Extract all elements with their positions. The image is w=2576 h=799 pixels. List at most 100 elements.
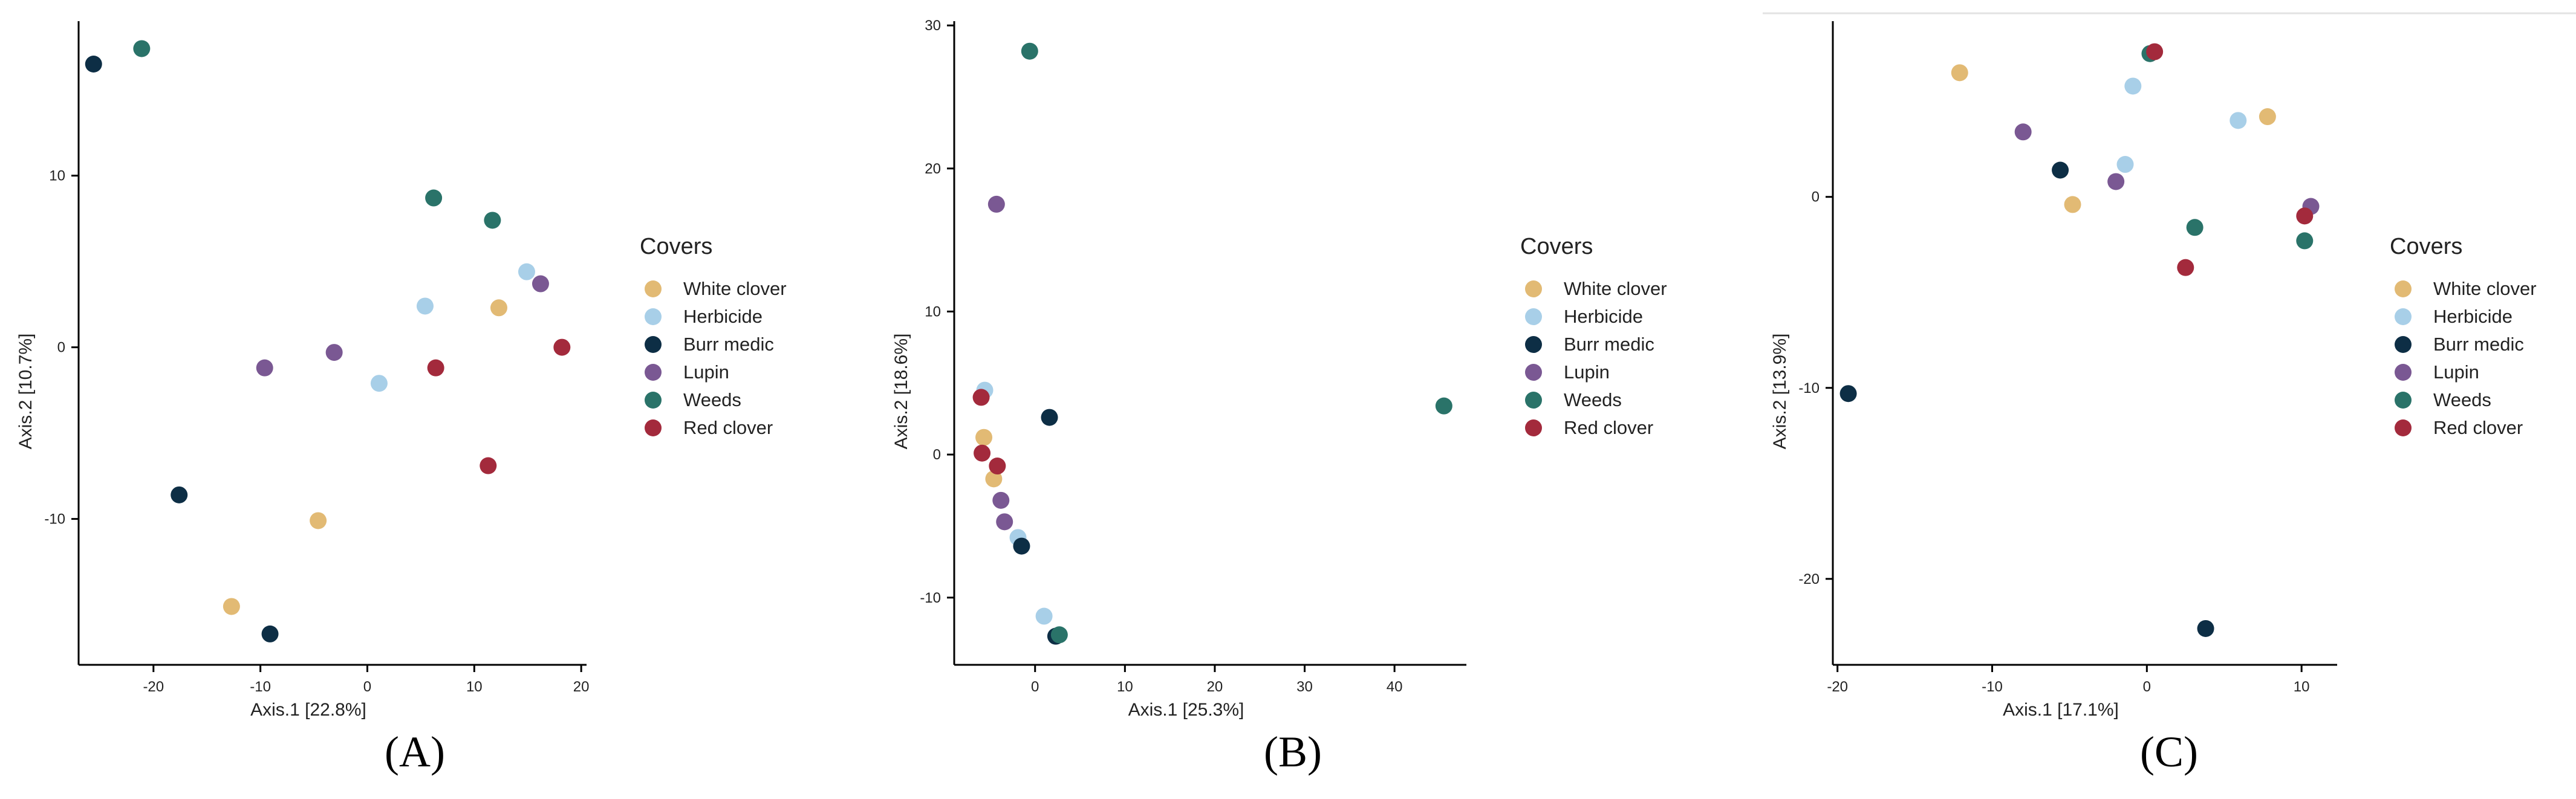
y-tick-label: 30 <box>925 18 941 34</box>
legend-label-weeds: Weeds <box>2433 389 2491 410</box>
point-white-clover <box>975 429 993 446</box>
legend-marker-weeds <box>2395 392 2412 409</box>
point-weeds <box>1435 397 1452 415</box>
point-herbicide <box>1035 607 1053 625</box>
point-burr-medic <box>85 56 102 73</box>
legend-marker-red-clover <box>2395 419 2412 436</box>
point-lupin <box>992 491 1010 509</box>
point-burr-medic <box>171 486 188 503</box>
panel-label: (C) <box>2140 728 2198 776</box>
point-red-clover <box>427 359 444 377</box>
legend-title: Covers <box>640 234 712 259</box>
point-weeds <box>2296 232 2314 250</box>
point-white-clover <box>985 470 1003 488</box>
point-lupin <box>325 344 343 361</box>
y-tick-label: 0 <box>57 340 65 356</box>
x-axis-label: Axis.1 [25.3%] <box>1128 700 1244 720</box>
y-tick-label: 10 <box>49 168 65 184</box>
point-weeds <box>1021 42 1038 60</box>
y-tick-label: -10 <box>1798 380 1820 396</box>
legend-label-white-clover: White clover <box>1564 278 1667 299</box>
point-red-clover <box>989 458 1006 475</box>
legend-label-weeds: Weeds <box>683 389 741 410</box>
legend-label-burr-medic: Burr medic <box>1564 334 1654 355</box>
chart-panel-2: 0 10 20 30 40 -10 0 10 20 30 Axis.1 [25.3%] Axis.2 … <box>891 18 1667 776</box>
legend-marker-burr-medic <box>645 336 662 353</box>
y-axis-label: Axis.2 [18.6%] <box>891 334 911 450</box>
point-red-clover <box>972 389 990 406</box>
point-white-clover <box>223 598 240 615</box>
point-white-clover <box>490 299 507 317</box>
x-tick-label: -20 <box>143 679 164 695</box>
legend-label-burr-medic: Burr medic <box>2433 334 2524 355</box>
legend-marker-weeds <box>645 392 662 409</box>
legend-label-lupin: Lupin <box>1564 361 1610 383</box>
legend-marker-weeds <box>1525 392 1542 409</box>
legend-marker-burr-medic <box>2395 336 2412 353</box>
point-lupin <box>532 275 549 293</box>
x-tick-label: 0 <box>2143 679 2151 695</box>
legend-label-red-clover: Red clover <box>2433 417 2523 438</box>
legend-label-lupin: Lupin <box>2433 361 2479 383</box>
point-lupin <box>996 513 1013 531</box>
x-tick-label: 10 <box>2294 679 2310 695</box>
legend-marker-white-clover <box>1525 280 1542 297</box>
x-axis-label: Axis.1 [17.1%] <box>2003 700 2119 720</box>
point-white-clover <box>2259 108 2276 126</box>
legend-label-burr-medic: Burr medic <box>683 334 774 355</box>
panel-label: (B) <box>1264 728 1322 776</box>
point-herbicide <box>2230 112 2247 129</box>
x-tick-label: 20 <box>573 679 590 695</box>
legend-label-white-clover: White clover <box>2433 278 2537 299</box>
legend-marker-lupin <box>1525 364 1542 381</box>
point-red-clover <box>2296 207 2314 225</box>
point-herbicide <box>2116 156 2134 173</box>
x-tick-label: 20 <box>1207 679 1223 695</box>
y-tick-label: 0 <box>1812 189 1820 205</box>
point-lupin <box>987 195 1005 213</box>
legend-label-weeds: Weeds <box>1564 389 1622 410</box>
point-red-clover <box>974 444 991 462</box>
legend-label-herbicide: Herbicide <box>683 306 763 327</box>
point-red-clover <box>2146 43 2164 60</box>
point-burr-medic <box>261 625 279 642</box>
point-lupin <box>2107 173 2125 190</box>
y-tick-label: 0 <box>933 447 941 463</box>
y-tick-label: -10 <box>44 511 65 528</box>
chart-panel-1: -20 -10 0 10 20 -10 0 10 Axis.1 [22.8%] Axis.2 [1… <box>16 21 787 776</box>
x-tick-label: -10 <box>1982 679 2003 695</box>
legend-label-herbicide: Herbicide <box>2433 306 2513 327</box>
point-burr-medic <box>2197 619 2214 637</box>
legend-marker-herbicide <box>1525 308 1542 325</box>
legend-marker-burr-medic <box>1525 336 1542 353</box>
point-weeds <box>484 212 501 229</box>
x-tick-label: 0 <box>363 679 371 695</box>
chart-panel-3: -20 -10 0 10 -20 -10 0 Axis.1 [17.1%] Axis.2 [13… <box>1770 21 2537 776</box>
point-red-clover <box>480 457 497 474</box>
y-axis-label: Axis.2 [10.7%] <box>16 334 36 450</box>
y-tick-label: 10 <box>925 303 941 320</box>
point-white-clover <box>1951 64 1968 82</box>
point-lupin <box>2014 123 2032 141</box>
x-tick-label: 10 <box>466 679 483 695</box>
legend-title: Covers <box>1520 234 1593 259</box>
point-burr-medic <box>1041 409 1058 426</box>
legend-label-white-clover: White clover <box>683 278 787 299</box>
x-tick-label: -20 <box>1827 679 1848 695</box>
legend-label-herbicide: Herbicide <box>1564 306 1643 327</box>
x-tick-label: 0 <box>1031 679 1039 695</box>
legend-label-red-clover: Red clover <box>1564 417 1653 438</box>
point-weeds <box>1050 626 1068 644</box>
y-tick-label: -10 <box>920 590 941 606</box>
y-tick-label: 20 <box>925 161 941 177</box>
point-red-clover <box>2177 259 2194 276</box>
legend-marker-red-clover <box>645 419 662 436</box>
point-lupin <box>256 359 273 377</box>
point-weeds <box>2186 219 2204 236</box>
x-tick-label: -10 <box>250 679 271 695</box>
y-tick-label: -20 <box>1798 571 1820 587</box>
panel-label: (A) <box>385 728 445 776</box>
point-weeds <box>133 40 151 57</box>
y-axis-label: Axis.2 [13.9%] <box>1770 334 1790 450</box>
